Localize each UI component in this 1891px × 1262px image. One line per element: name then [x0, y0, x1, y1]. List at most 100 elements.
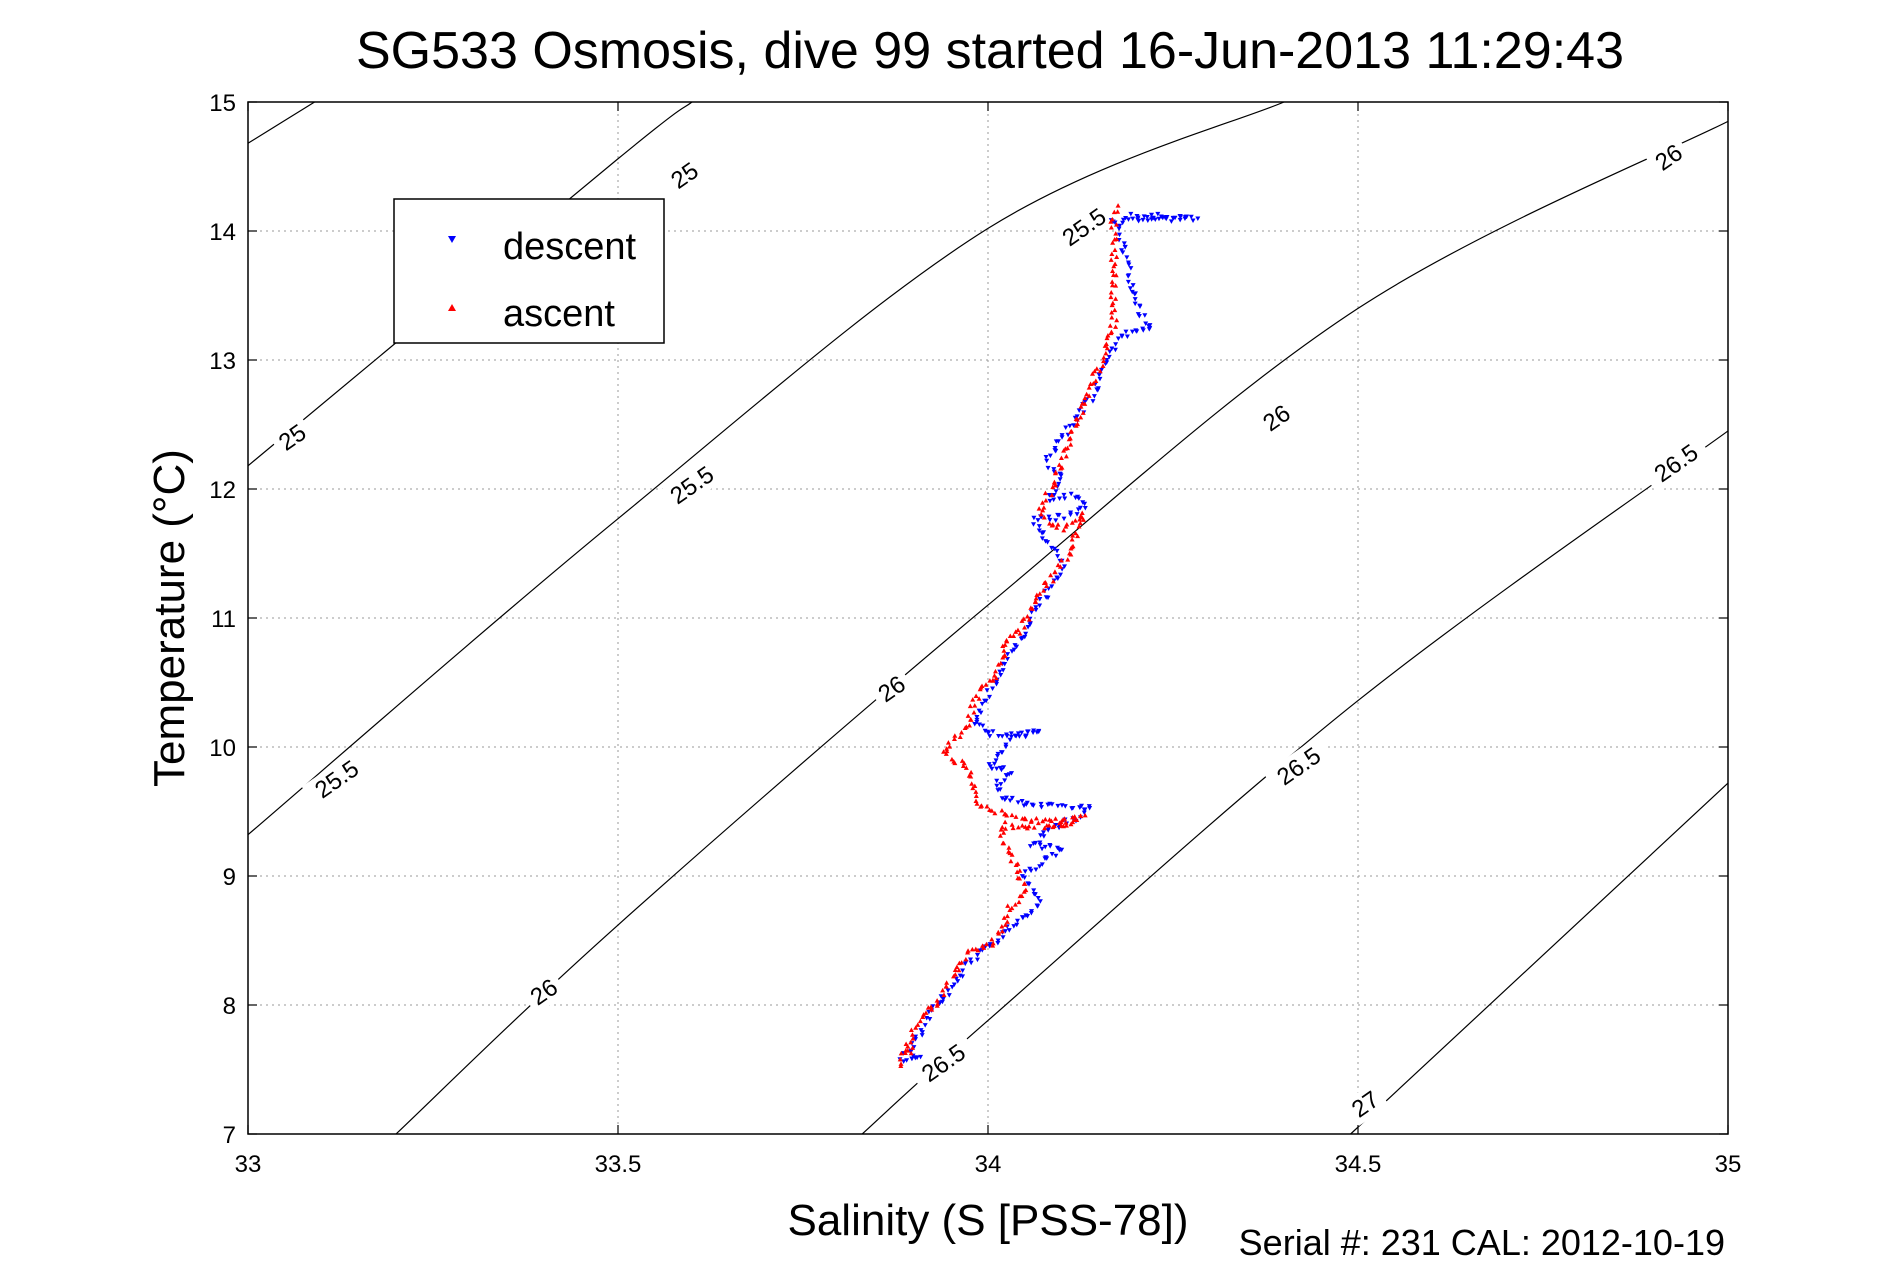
ascent-point — [1046, 823, 1052, 828]
descent-point — [1041, 834, 1047, 839]
ascent-point — [1006, 845, 1012, 850]
descent-point — [1132, 291, 1138, 297]
ascent-point — [1113, 283, 1119, 288]
contour-label-background — [1049, 196, 1120, 258]
ascent-point — [1009, 812, 1015, 818]
descent-point — [995, 941, 1001, 946]
ascent-point — [1047, 521, 1053, 526]
descent-point — [994, 753, 1000, 759]
descent-point — [1038, 833, 1044, 838]
descent-point — [1120, 250, 1126, 255]
descent-point — [1000, 668, 1006, 673]
descent-point — [1135, 217, 1141, 222]
ascent-point — [966, 723, 972, 728]
descent-point — [1129, 329, 1135, 335]
descent-point — [1019, 799, 1025, 804]
descent-point — [1047, 498, 1053, 504]
y-tick-label: 10 — [209, 735, 236, 762]
descent-point — [979, 701, 985, 707]
ascent-point — [966, 773, 972, 778]
ascent-point — [1078, 414, 1084, 420]
ascent-point — [980, 943, 986, 948]
descent-point — [1004, 656, 1010, 662]
descent-point — [1094, 387, 1100, 392]
contour-label-background — [1341, 1081, 1389, 1127]
descent-point — [930, 1004, 936, 1009]
ascent-point — [910, 1036, 916, 1041]
ascent-point — [1079, 510, 1085, 515]
descent-point — [1063, 425, 1069, 430]
ascent-point — [1076, 524, 1082, 529]
ascent-point — [999, 808, 1005, 813]
descent-point — [1036, 524, 1042, 529]
descent-point — [1028, 911, 1034, 916]
descent-point — [987, 694, 993, 700]
descent-point — [1036, 528, 1042, 533]
ascent-point — [990, 678, 996, 683]
ascent-point — [1112, 261, 1118, 267]
descent-point — [1007, 798, 1013, 803]
ascent-point — [1069, 520, 1075, 525]
descent-point — [975, 953, 981, 958]
ascent-point — [1007, 633, 1013, 638]
descent-point — [1015, 731, 1021, 736]
descent-point — [913, 1037, 919, 1042]
descent-point — [998, 672, 1004, 678]
ascent-point — [1092, 368, 1098, 374]
ascent-point — [1004, 919, 1010, 924]
descent-point — [1049, 851, 1055, 857]
ascent-point — [1004, 638, 1010, 644]
descent-point — [995, 938, 1001, 944]
descent-point — [986, 762, 992, 767]
x-tick-label: 35 — [1715, 1151, 1742, 1178]
ascent-point — [1104, 335, 1110, 341]
descent-point — [1037, 840, 1043, 845]
descent-point — [1003, 744, 1009, 750]
contour-label-group: 25.5 — [1049, 196, 1120, 258]
descent-point — [1195, 216, 1201, 221]
descent-point — [968, 960, 974, 966]
ascent-point — [1026, 823, 1032, 829]
descent-point — [1125, 217, 1131, 222]
ascent-point — [952, 733, 958, 738]
descent-point — [1075, 507, 1081, 512]
ascent-point — [917, 1018, 923, 1024]
ascent-point — [1048, 572, 1054, 578]
descent-point — [1046, 514, 1052, 520]
ascent-point — [963, 765, 969, 770]
descent-point — [1059, 433, 1065, 438]
ascent-point — [952, 967, 958, 972]
descent-point — [1047, 453, 1053, 459]
descent-point — [1055, 512, 1061, 518]
descent-point — [1055, 554, 1061, 559]
ascent-point — [1022, 881, 1028, 886]
ascent-point — [973, 798, 979, 804]
descent-point — [990, 686, 996, 692]
descent-point — [1045, 465, 1051, 471]
y-tick-label: 13 — [209, 348, 236, 375]
ascent-point — [1013, 629, 1019, 634]
contour-label-group: 26 — [868, 666, 916, 712]
descent-point — [1072, 415, 1078, 421]
descent-point — [1147, 325, 1153, 331]
ascent-point — [1077, 516, 1083, 522]
ascent-point — [1004, 913, 1010, 919]
descent-point — [1155, 211, 1161, 217]
ascent-point — [1009, 905, 1015, 911]
descent-point — [972, 722, 978, 727]
descent-point — [1025, 913, 1031, 919]
ascent-point — [1028, 605, 1034, 610]
ascent-point — [1108, 289, 1114, 295]
descent-point — [1137, 303, 1143, 309]
ascent-point — [1075, 533, 1081, 539]
ascent-point — [1069, 428, 1075, 434]
descent-point — [1070, 806, 1076, 811]
ascent-point — [1051, 479, 1057, 485]
ascent-point — [1015, 875, 1021, 881]
y-tick-label: 15 — [209, 90, 236, 117]
descent-point — [1053, 439, 1059, 444]
ascent-point — [1011, 633, 1017, 638]
ascent-point — [969, 946, 975, 952]
descent-point — [1038, 805, 1044, 810]
descent-point — [974, 714, 980, 720]
